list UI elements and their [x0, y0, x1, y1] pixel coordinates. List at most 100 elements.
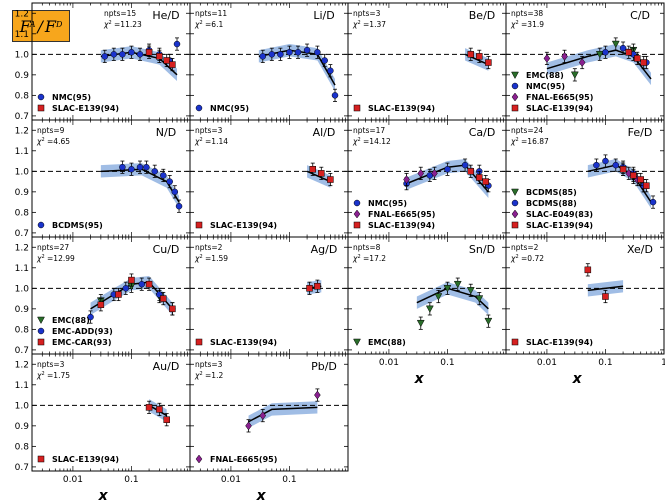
data-point: [461, 161, 469, 169]
data-point: [245, 421, 252, 431]
data-point: [434, 293, 443, 301]
data-point: [169, 305, 176, 313]
data-point: [619, 44, 627, 52]
panel-title: Al/D: [313, 126, 336, 139]
chi2-label: χ2 =14.12: [352, 137, 391, 146]
x-tick-label: 0.01: [63, 475, 83, 485]
data-point: [294, 49, 302, 56]
data-point: [136, 51, 144, 58]
data-point: [128, 276, 135, 284]
ratio-label-f1: F: [19, 16, 31, 36]
data-point: [602, 293, 609, 300]
panel-sn-d: [347, 236, 507, 355]
data-point: [119, 51, 126, 58]
legend-marker: [37, 455, 45, 463]
data-point: [602, 157, 609, 165]
panel-frame: [189, 353, 349, 472]
data-point: [122, 285, 130, 292]
data-point: [331, 92, 339, 99]
chi2-label: χ2 =11.23: [103, 20, 142, 29]
legend-label: FNAL-E665(95): [526, 93, 593, 102]
npts-label: npts=3: [353, 9, 381, 18]
panel-he-d: [31, 2, 191, 121]
legend-label: SLAC-E139(94): [52, 104, 119, 113]
legend-label: SLAC-E139(94): [526, 104, 593, 113]
y-tick-label: 0.9: [15, 188, 30, 198]
data-point: [637, 176, 644, 183]
y-tick-label: 0.9: [15, 71, 30, 81]
x-axis-label: x: [572, 371, 583, 387]
npts-label: npts=3: [195, 126, 223, 135]
npts-label: npts=11: [195, 9, 227, 18]
y-tick-label: 0.7: [15, 346, 29, 356]
x-tick-label: 0.1: [124, 475, 138, 485]
legend-label: NMC(95): [526, 82, 565, 91]
x-axis-label: x: [98, 488, 109, 503]
data-point: [309, 166, 317, 173]
legend-label: NMC(95): [210, 104, 249, 113]
legend-label: BCDMS(88): [526, 199, 577, 208]
data-point: [163, 416, 170, 423]
y-tick-label: 1.0: [15, 284, 30, 294]
data-point: [145, 404, 153, 411]
data-point: [443, 285, 452, 293]
npts-label: npts=9: [37, 126, 65, 135]
panel-title: Ag/D: [311, 243, 338, 256]
data-point: [543, 54, 551, 63]
legend-label: EMC-CAR(93): [52, 338, 111, 347]
data-point: [403, 175, 410, 184]
legend-marker: [511, 209, 519, 219]
legend-label: SLAC-E139(94): [526, 221, 593, 230]
data-point: [640, 59, 647, 66]
npts-label: npts=17: [353, 126, 385, 135]
x-tick-label: 0.1: [282, 475, 296, 485]
x-axis-label: x: [256, 488, 267, 503]
panel-title: Xe/D: [627, 243, 653, 256]
fit-curve: [248, 406, 318, 423]
legend-label: SLAC-E139(94): [368, 221, 435, 230]
y-tick-label: 1.1: [15, 264, 29, 274]
data-point: [306, 285, 313, 292]
legend-marker: [37, 316, 45, 325]
data-point: [476, 53, 483, 60]
data-point: [119, 163, 126, 171]
data-point: [259, 411, 267, 420]
chi2-label: χ2 =4.65: [36, 137, 70, 146]
data-point: [145, 49, 153, 56]
data-point: [314, 283, 321, 290]
data-point: [286, 49, 293, 56]
data-point: [303, 46, 311, 54]
panel-title: Au/D: [153, 360, 180, 373]
legend-marker: [353, 199, 361, 207]
data-point: [416, 319, 425, 328]
npts-label: npts=27: [37, 243, 69, 252]
legend-label: SLAC-E139(94): [526, 338, 593, 347]
y-tick-label: 0.9: [15, 305, 30, 315]
y-tick-label: 0.7: [15, 463, 29, 473]
data-point: [314, 390, 321, 400]
data-point: [87, 313, 94, 321]
legend-label: EMC(88): [368, 338, 406, 347]
chi2-label: χ2 =16.87: [510, 137, 549, 146]
legend-label: SLAC-E139(94): [210, 338, 277, 347]
y-tick-label: 1.2: [15, 126, 29, 136]
legend-label: FNAL-E665(95): [210, 455, 277, 464]
data-point: [268, 51, 276, 58]
legend-marker: [511, 338, 519, 346]
x-tick-label: 0.1: [440, 358, 454, 368]
legend-marker: [511, 71, 519, 80]
data-point: [643, 182, 650, 189]
panel-title: Cu/D: [153, 243, 180, 256]
panel-title: Fe/D: [628, 126, 653, 139]
panel-pb-d: [189, 353, 349, 472]
data-point: [584, 266, 592, 274]
legend-label: BCDMS(95): [52, 221, 103, 230]
y-tick-label: 1.1: [15, 381, 29, 391]
panel-title: Pb/D: [311, 360, 337, 373]
chi2-label: χ2 =12.99: [36, 254, 75, 263]
legend-marker: [511, 188, 519, 197]
npts-label: npts=24: [511, 126, 543, 135]
legend-marker: [511, 221, 519, 229]
